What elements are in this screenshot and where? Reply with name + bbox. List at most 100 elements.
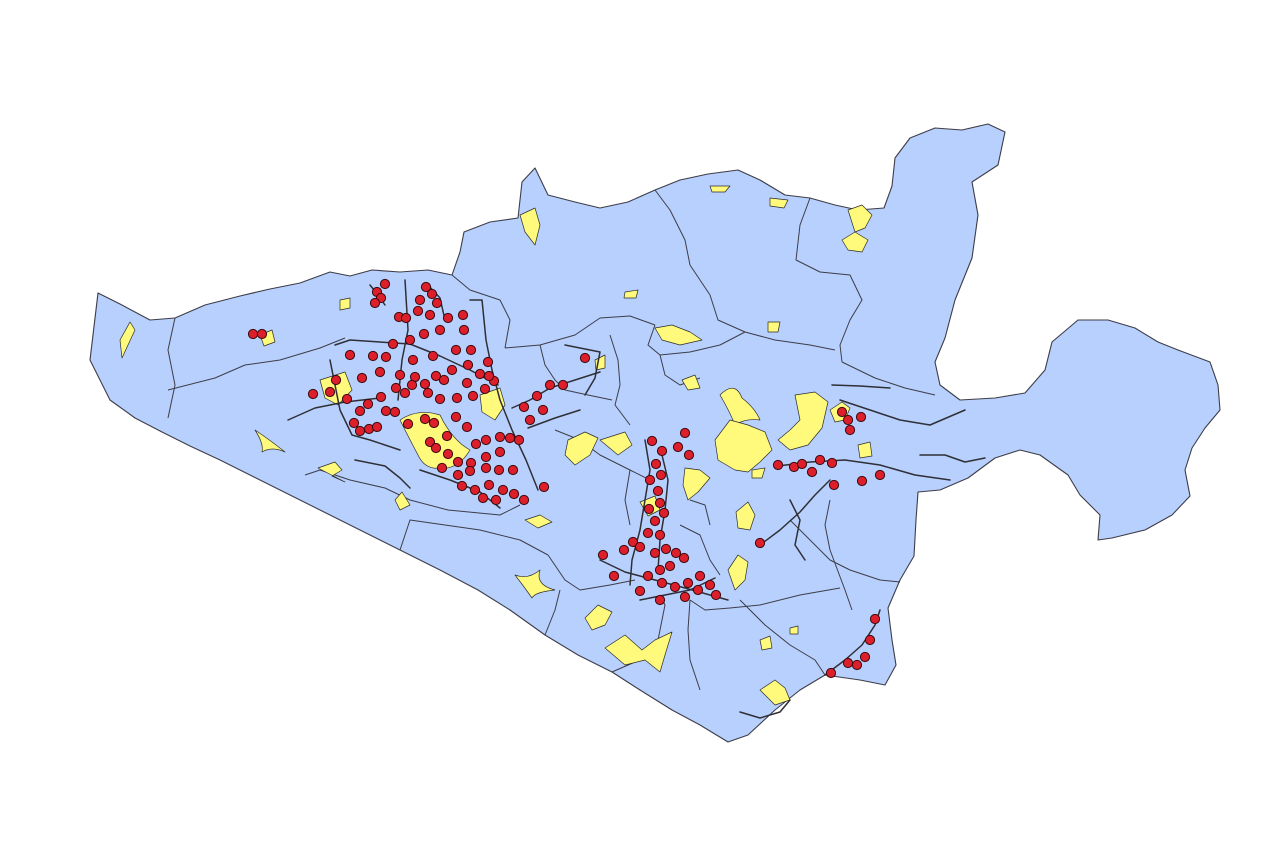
- point-feature[interactable]: [537, 404, 549, 416]
- point-feature[interactable]: [683, 449, 695, 461]
- point-feature[interactable]: [710, 589, 722, 601]
- point-feature[interactable]: [646, 435, 658, 447]
- point-feature[interactable]: [643, 503, 655, 515]
- point-feature[interactable]: [390, 382, 402, 394]
- point-feature[interactable]: [518, 401, 530, 413]
- point-feature[interactable]: [362, 398, 374, 410]
- point-feature[interactable]: [436, 462, 448, 474]
- point-feature[interactable]: [380, 405, 392, 417]
- point-feature[interactable]: [424, 436, 436, 448]
- point-feature[interactable]: [400, 312, 412, 324]
- point-feature[interactable]: [842, 414, 854, 426]
- point-feature[interactable]: [256, 328, 268, 340]
- point-feature[interactable]: [518, 494, 530, 506]
- point-feature[interactable]: [859, 651, 871, 663]
- point-feature[interactable]: [656, 445, 668, 457]
- point-feature[interactable]: [670, 547, 682, 559]
- point-feature[interactable]: [380, 351, 392, 363]
- point-feature[interactable]: [772, 459, 784, 471]
- point-feature[interactable]: [655, 469, 667, 481]
- point-feature[interactable]: [369, 297, 381, 309]
- point-feature[interactable]: [608, 570, 620, 582]
- point-feature[interactable]: [842, 657, 854, 669]
- point-feature[interactable]: [426, 288, 438, 300]
- point-feature[interactable]: [692, 584, 704, 596]
- point-feature[interactable]: [477, 492, 489, 504]
- point-feature[interactable]: [694, 570, 706, 582]
- point-feature[interactable]: [465, 344, 477, 356]
- point-feature[interactable]: [461, 377, 473, 389]
- point-feature[interactable]: [869, 613, 881, 625]
- point-feature[interactable]: [394, 369, 406, 381]
- point-feature[interactable]: [367, 350, 379, 362]
- point-feature[interactable]: [419, 378, 431, 390]
- point-feature[interactable]: [524, 414, 536, 426]
- point-feature[interactable]: [462, 359, 474, 371]
- point-feature[interactable]: [656, 577, 668, 589]
- point-feature[interactable]: [483, 370, 495, 382]
- point-feature[interactable]: [654, 497, 666, 509]
- point-feature[interactable]: [414, 294, 426, 306]
- point-feature[interactable]: [654, 594, 666, 606]
- point-feature[interactable]: [430, 370, 442, 382]
- point-feature[interactable]: [618, 544, 630, 556]
- point-feature[interactable]: [483, 479, 495, 491]
- point-feature[interactable]: [652, 485, 664, 497]
- point-feature[interactable]: [418, 328, 430, 340]
- point-feature[interactable]: [679, 427, 691, 439]
- point-feature[interactable]: [424, 309, 436, 321]
- point-feature[interactable]: [806, 466, 818, 478]
- point-feature[interactable]: [446, 364, 458, 376]
- point-feature[interactable]: [669, 581, 681, 593]
- point-feature[interactable]: [664, 560, 676, 572]
- point-feature[interactable]: [480, 462, 492, 474]
- point-feature[interactable]: [387, 338, 399, 350]
- point-feature[interactable]: [402, 418, 414, 430]
- point-feature[interactable]: [497, 484, 509, 496]
- point-feature[interactable]: [531, 390, 543, 402]
- point-feature[interactable]: [649, 515, 661, 527]
- point-feature[interactable]: [452, 456, 464, 468]
- point-feature[interactable]: [796, 458, 808, 470]
- point-feature[interactable]: [649, 547, 661, 559]
- point-feature[interactable]: [704, 579, 716, 591]
- point-feature[interactable]: [356, 372, 368, 384]
- point-feature[interactable]: [307, 388, 319, 400]
- point-feature[interactable]: [754, 537, 766, 549]
- point-feature[interactable]: [672, 441, 684, 453]
- point-feature[interactable]: [406, 379, 418, 391]
- point-feature[interactable]: [480, 434, 492, 446]
- point-feature[interactable]: [442, 448, 454, 460]
- point-feature[interactable]: [464, 465, 476, 477]
- point-feature[interactable]: [428, 417, 440, 429]
- point-feature[interactable]: [479, 383, 491, 395]
- point-feature[interactable]: [354, 425, 366, 437]
- point-feature[interactable]: [874, 469, 886, 481]
- point-feature[interactable]: [434, 324, 446, 336]
- point-feature[interactable]: [330, 374, 342, 386]
- point-feature[interactable]: [422, 387, 434, 399]
- point-feature[interactable]: [482, 356, 494, 368]
- point-feature[interactable]: [826, 457, 838, 469]
- point-feature[interactable]: [660, 543, 672, 555]
- point-feature[interactable]: [451, 392, 463, 404]
- point-feature[interactable]: [441, 430, 453, 442]
- point-feature[interactable]: [324, 386, 336, 398]
- point-feature[interactable]: [634, 541, 646, 553]
- point-feature[interactable]: [374, 366, 386, 378]
- point-feature[interactable]: [427, 350, 439, 362]
- point-feature[interactable]: [389, 406, 401, 418]
- point-feature[interactable]: [247, 328, 259, 340]
- point-feature[interactable]: [469, 484, 481, 496]
- point-feature[interactable]: [420, 281, 432, 293]
- point-feature[interactable]: [513, 434, 525, 446]
- point-feature[interactable]: [348, 417, 360, 429]
- point-feature[interactable]: [379, 278, 391, 290]
- point-feature[interactable]: [579, 352, 591, 364]
- point-feature[interactable]: [856, 475, 868, 487]
- point-feature[interactable]: [504, 432, 516, 444]
- point-feature[interactable]: [458, 324, 470, 336]
- point-feature[interactable]: [438, 374, 450, 386]
- point-feature[interactable]: [341, 393, 353, 405]
- point-feature[interactable]: [654, 529, 666, 541]
